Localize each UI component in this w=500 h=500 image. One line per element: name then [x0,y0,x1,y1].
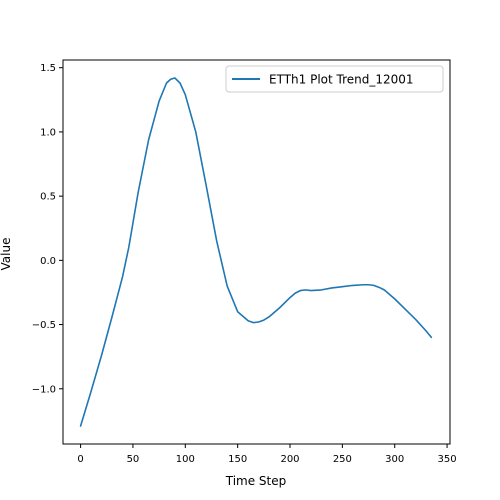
x-tick-label: 250 [333,454,352,465]
y-tick-label: 0.0 [40,256,56,267]
y-tick-label: 0.5 [40,192,56,203]
y-tick-label: −0.5 [32,320,56,331]
legend-box [225,65,444,93]
tick-marks: 0 50 100 150 200 250 300 350 −1.0 −0.5 0.0 0.5 1.0 1.… [32,63,457,465]
x-tick-label: 200 [280,454,299,465]
x-axis-label: Time Step [225,474,287,488]
legend-entry-label: ETTh1 Plot Trend_12001 [269,73,414,87]
y-axis-label: Value [0,238,13,271]
plot-area [79,77,433,427]
legend: ETTh1 Plot Trend_12001 [225,65,444,93]
x-tick-label: 150 [228,454,247,465]
plot-frame [62,59,451,445]
y-tick-label: 1.5 [40,63,56,74]
x-tick-label: 50 [127,454,140,465]
axes [62,59,451,445]
x-tick-label: 300 [385,454,404,465]
x-tick-label: 0 [77,454,83,465]
series-line-0 [79,77,433,427]
x-tick-label: 350 [438,454,457,465]
y-tick-label: 1.0 [40,127,56,138]
x-tick-label: 100 [176,454,195,465]
y-tick-label: −1.0 [32,384,56,395]
